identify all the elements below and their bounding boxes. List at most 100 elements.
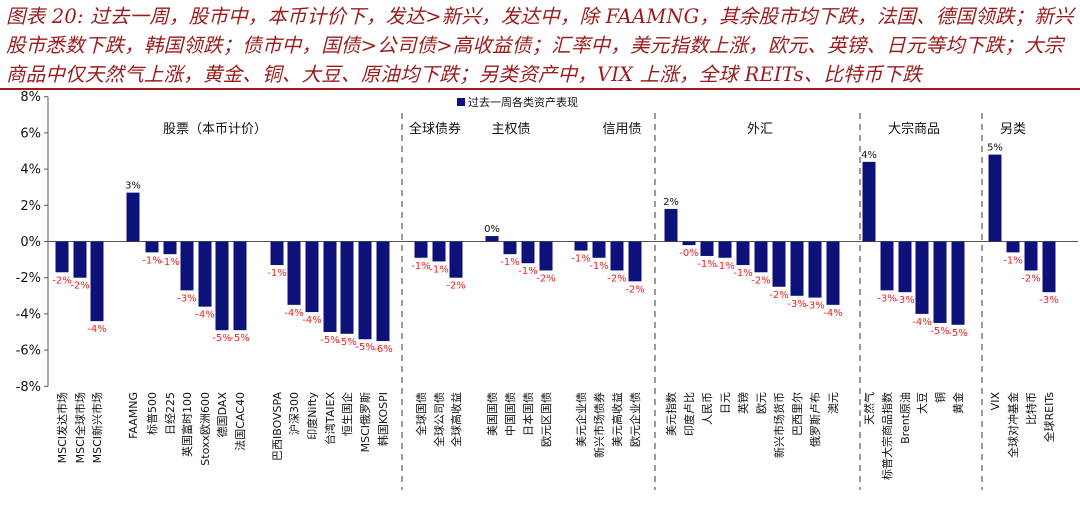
bar-value-label: -6% xyxy=(373,344,392,355)
category-label: 比特币 xyxy=(1024,392,1038,425)
bar xyxy=(503,241,517,255)
group-header: 主权债 xyxy=(491,121,530,137)
y-tick-label: 6% xyxy=(20,126,41,141)
bar-value-label: -4% xyxy=(195,310,214,321)
bar-value-label: -3% xyxy=(787,299,806,310)
legend-swatch xyxy=(457,98,465,106)
bar-value-label: -5% xyxy=(320,335,339,346)
bar-value-label: -2% xyxy=(625,284,644,295)
bar xyxy=(485,236,499,242)
category-label: MSCI发达市场 xyxy=(55,392,69,463)
bar xyxy=(915,241,929,314)
bar xyxy=(772,241,786,287)
bar-value-label: -4% xyxy=(912,317,931,328)
y-tick-label: 0% xyxy=(20,235,41,250)
bar-value-label: 4% xyxy=(861,150,877,161)
category-label: 新兴市场货币 xyxy=(772,392,786,458)
category-label: 美元指数 xyxy=(664,392,678,436)
category-label: 韩国KOSPI xyxy=(376,392,390,446)
bar xyxy=(700,241,714,256)
y-tick-label: -2% xyxy=(16,271,41,286)
figure-caption: 图表 20: 过去一周，股市中，本币计价下，发达>新兴，发达中，除 FAAMNG… xyxy=(6,5,1074,86)
bar xyxy=(736,241,750,266)
bar xyxy=(862,161,876,242)
group-header: 股票（本币计价） xyxy=(163,122,267,137)
bar-value-label: -2% xyxy=(1021,273,1040,284)
category-label: 法国CAC40 xyxy=(233,392,247,451)
bar-value-label: 2% xyxy=(663,197,679,208)
bar xyxy=(1042,241,1056,293)
bar-value-label: -2% xyxy=(52,275,71,286)
bar-value-label: -4% xyxy=(284,308,303,319)
category-label: 全球REITs xyxy=(1042,392,1056,443)
bar-value-label: -1% xyxy=(411,261,430,272)
bar-value-label: -1% xyxy=(697,259,716,270)
bar xyxy=(951,241,965,325)
bar xyxy=(880,241,894,291)
bar xyxy=(1006,241,1020,253)
category-label: 欧元 xyxy=(755,392,768,414)
bar xyxy=(55,241,69,273)
bar xyxy=(808,241,822,298)
category-label: 美元企业债 xyxy=(574,392,588,447)
category-label: 美元高收益 xyxy=(610,392,624,447)
bar xyxy=(270,241,284,266)
bar xyxy=(233,241,247,331)
bar xyxy=(790,241,804,296)
category-label: 大豆 xyxy=(915,392,929,414)
category-label: MSCI全球市场 xyxy=(73,392,87,463)
bar-value-label: -3% xyxy=(805,301,824,312)
bar xyxy=(145,241,159,253)
category-label: 印度Nifty xyxy=(305,392,319,440)
bar-value-label: -5% xyxy=(337,337,356,348)
category-label: 日元 xyxy=(719,392,732,414)
category-label: Stoxx欧洲600 xyxy=(199,392,212,466)
bar xyxy=(340,241,354,334)
bar-value-label: -1% xyxy=(518,266,537,277)
group-header: 大宗商品 xyxy=(888,121,940,137)
category-label: Brent原油 xyxy=(898,392,912,444)
category-label: 恒生国企 xyxy=(340,392,354,436)
category-label: 新兴市场债券 xyxy=(592,392,606,458)
chart-legend: 过去一周各类资产表现 xyxy=(457,95,578,109)
category-label: 日经225 xyxy=(164,392,177,435)
bar-value-label: -2% xyxy=(751,275,770,286)
category-label: 英镑 xyxy=(736,392,750,414)
bar xyxy=(933,241,947,323)
bar-value-label: -5% xyxy=(212,333,231,344)
bar xyxy=(305,241,319,313)
category-label: 人民币 xyxy=(701,392,714,425)
bar-value-label: -2% xyxy=(607,273,626,284)
bar-value-label: -4% xyxy=(302,315,321,326)
bar-value-label: -5% xyxy=(930,326,949,337)
category-label: 全球对冲基金 xyxy=(1006,392,1020,458)
bar-value-label: -1% xyxy=(571,254,590,265)
bar xyxy=(432,241,446,262)
bar-value-label: -4% xyxy=(823,308,842,319)
category-label: 黄金 xyxy=(951,392,965,414)
bar xyxy=(90,241,104,322)
bar xyxy=(988,154,1002,242)
bar xyxy=(610,241,624,271)
bar xyxy=(574,241,588,251)
bar-value-label: 0% xyxy=(484,224,500,235)
bar-value-label: -2% xyxy=(769,290,788,301)
bar xyxy=(664,208,678,242)
y-tick-label: 8% xyxy=(20,90,41,105)
bar-value-label: -2% xyxy=(70,281,89,292)
y-tick-label: -4% xyxy=(16,307,41,322)
category-label: 巴西里尔 xyxy=(791,392,804,436)
caption-divider xyxy=(0,88,1080,90)
category-label: 美国国债 xyxy=(485,392,499,436)
bar-value-label: -3% xyxy=(895,295,914,306)
bar-value-label: -4% xyxy=(87,324,106,335)
bar-value-label: 5% xyxy=(987,143,1003,154)
bar-value-label: -0% xyxy=(679,248,698,259)
category-label: 澳元 xyxy=(827,392,840,414)
bar xyxy=(592,241,606,258)
bar xyxy=(180,241,194,291)
group-header: 全球债券 xyxy=(409,121,461,137)
bar-value-label: -5% xyxy=(230,333,249,344)
bar-value-label: -1% xyxy=(429,264,448,275)
